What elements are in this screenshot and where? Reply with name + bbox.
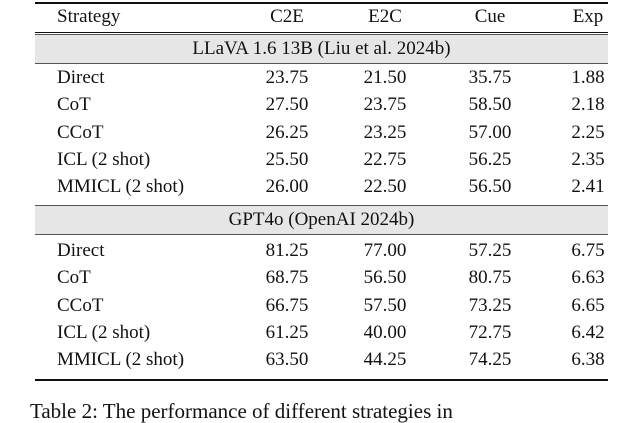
table-cell: 57.25	[468, 240, 512, 261]
table-cell: 6.65	[571, 294, 605, 316]
table-cell: ICL (2 shot)	[57, 148, 151, 170]
table-cell: 68.75	[265, 267, 309, 289]
table-cell: 56.25	[468, 148, 512, 170]
table-cell: Direct	[57, 67, 105, 88]
table-cell: ICL (2 shot)	[57, 321, 151, 343]
table-cell: 35.75	[468, 67, 512, 88]
table-cell: 2.18	[571, 94, 605, 116]
table-cell: 66.75	[265, 294, 309, 316]
table-cell: 23.75	[265, 67, 309, 88]
table-cell: CoT	[57, 94, 91, 116]
table-cell: 44.25	[363, 349, 407, 371]
table-cell: 22.75	[363, 148, 407, 170]
header-rule	[35, 32, 608, 33]
table-cell: 80.75	[468, 267, 512, 289]
table-cell: 57.00	[468, 121, 512, 143]
header-cell: Strategy	[57, 6, 121, 27]
table-cell: 2.35	[571, 148, 605, 170]
table-cell: 56.50	[363, 267, 407, 289]
table-cell: 6.38	[571, 349, 605, 371]
table-cell: 6.42	[571, 321, 605, 343]
table-cell: 73.25	[468, 294, 512, 316]
caption: Table 2: The performance of different st…	[30, 399, 453, 423]
table-cell: MMICL (2 shot)	[57, 349, 185, 371]
top-rule	[35, 2, 608, 4]
header-cell: E2C	[368, 6, 402, 27]
table-cell: 61.25	[265, 321, 309, 343]
table-cell: CCoT	[57, 294, 104, 316]
table-cell: 1.88	[571, 67, 605, 88]
table-cell: 25.50	[265, 148, 309, 170]
table-cell: 21.50	[363, 67, 407, 88]
table-cell: 74.25	[468, 349, 512, 371]
table-cell: 57.50	[363, 294, 407, 316]
section-band	[35, 34, 608, 64]
table-cell: 2.41	[571, 176, 605, 198]
table-cell: 2.25	[571, 121, 605, 143]
table-cell: 23.75	[363, 94, 407, 116]
table-cell: MMICL (2 shot)	[57, 176, 185, 198]
table-cell: 72.75	[468, 321, 512, 343]
bottom-rule	[35, 379, 608, 381]
table-cell: 23.25	[363, 121, 407, 143]
table-cell: 26.00	[265, 176, 309, 198]
table-cell: 77.00	[363, 240, 407, 261]
table-cell: 6.75	[571, 240, 605, 261]
table-cell: CCoT	[57, 121, 104, 143]
table-cell: 26.25	[265, 121, 309, 143]
table-cell: 6.63	[571, 267, 605, 289]
header-cell: Cue	[474, 6, 506, 27]
header-cell: Exp	[572, 6, 604, 27]
table-cell: Direct	[57, 240, 105, 261]
table-cell: 81.25	[265, 240, 309, 261]
table-cell: 56.50	[468, 176, 512, 198]
section-title: LLaVA 1.6 13B (Liu et al. 2024b)	[192, 38, 451, 59]
table-cell: 27.50	[265, 94, 309, 116]
table-cell: 22.50	[363, 176, 407, 198]
section-band	[35, 205, 608, 235]
table-cell: 40.00	[363, 321, 407, 343]
header-cell: C2E	[270, 6, 304, 27]
table-cell: 63.50	[265, 349, 309, 371]
table-cell: CoT	[57, 267, 91, 289]
table-cell: 58.50	[468, 94, 512, 116]
section-title: GPT4o (OpenAI 2024b)	[228, 209, 415, 230]
